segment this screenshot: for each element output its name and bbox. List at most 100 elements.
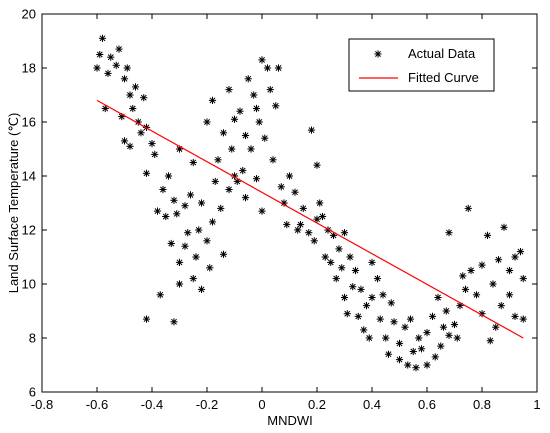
data-point	[126, 91, 134, 99]
data-point	[516, 248, 525, 256]
data-point	[192, 253, 200, 261]
data-point	[368, 293, 376, 302]
data-point	[431, 353, 439, 361]
data-point	[494, 256, 503, 264]
data-point	[486, 337, 494, 345]
data-point	[354, 312, 362, 320]
data-point	[225, 185, 233, 194]
data-point	[277, 183, 285, 191]
data-point	[283, 221, 291, 229]
data-point	[472, 291, 481, 299]
data-point	[307, 126, 316, 134]
data-point	[252, 104, 261, 113]
data-point	[368, 258, 376, 266]
data-point	[140, 94, 148, 102]
data-point	[104, 69, 112, 77]
data-point	[241, 131, 250, 140]
data-point	[173, 210, 181, 218]
data-point	[250, 91, 258, 99]
legend-actual-marker	[374, 50, 382, 58]
data-point	[423, 329, 431, 337]
data-point	[338, 264, 346, 272]
x-tick-label: 0	[258, 397, 265, 412]
y-tick-label: 18	[22, 61, 36, 76]
data-point	[505, 266, 514, 275]
data-point	[258, 207, 266, 215]
x-tick-label: 0.6	[418, 397, 436, 412]
x-tick-label: -0.4	[141, 397, 163, 412]
data-point	[412, 364, 420, 372]
data-point	[142, 169, 151, 177]
y-tick-label: 20	[22, 7, 36, 22]
x-tick-label: 0.8	[473, 397, 491, 412]
data-point	[208, 96, 217, 104]
data-point	[197, 285, 206, 293]
data-point	[120, 137, 129, 145]
data-point	[189, 158, 197, 167]
data-point	[195, 226, 203, 234]
data-point	[115, 45, 123, 53]
y-tick-label: 16	[22, 115, 36, 130]
data-point	[164, 172, 173, 180]
data-point	[167, 239, 175, 248]
x-tick-label: -0.6	[86, 397, 108, 412]
data-point	[272, 102, 280, 110]
data-point	[244, 75, 252, 83]
data-point	[365, 334, 373, 342]
data-point	[453, 334, 461, 342]
data-point	[395, 339, 404, 347]
data-point	[382, 334, 390, 342]
data-point	[206, 264, 214, 272]
y-tick-label: 14	[22, 169, 36, 184]
data-point	[230, 115, 239, 123]
data-point	[101, 104, 109, 113]
data-point	[437, 342, 445, 350]
data-point	[266, 86, 274, 94]
data-point	[360, 326, 368, 334]
data-point	[211, 177, 219, 185]
data-point	[439, 323, 448, 331]
data-point	[239, 167, 247, 175]
data-points	[93, 34, 527, 372]
data-point	[98, 34, 107, 42]
data-point	[153, 207, 162, 215]
data-point	[252, 175, 261, 183]
data-point	[294, 226, 302, 234]
fitted-curve	[96, 99, 524, 339]
data-point	[445, 229, 453, 237]
data-point	[225, 86, 233, 94]
data-point	[93, 64, 101, 72]
data-point	[417, 345, 426, 353]
data-point	[274, 64, 283, 72]
data-point	[445, 331, 453, 339]
data-point	[434, 293, 442, 302]
data-point	[340, 229, 349, 237]
data-point	[291, 188, 299, 196]
y-tick-label: 10	[22, 277, 36, 292]
data-point	[241, 194, 250, 202]
data-point	[159, 185, 167, 194]
data-point	[181, 202, 189, 210]
data-point	[258, 56, 266, 64]
data-point	[129, 104, 137, 113]
data-point	[175, 258, 184, 266]
data-point	[142, 315, 151, 323]
data-point	[313, 215, 321, 223]
plot-frame	[41, 13, 538, 393]
data-point	[310, 237, 318, 245]
y-tick-label: 8	[29, 331, 36, 346]
data-point	[299, 204, 307, 212]
data-point	[189, 275, 197, 283]
data-point	[313, 161, 321, 169]
data-point	[236, 107, 244, 115]
data-point	[184, 229, 192, 237]
data-point	[467, 266, 475, 275]
data-point	[186, 191, 195, 199]
data-point	[373, 275, 382, 283]
data-point	[335, 245, 343, 253]
x-tick-label: 0.2	[308, 397, 326, 412]
data-point	[511, 253, 519, 261]
data-point	[137, 129, 145, 137]
data-point	[123, 64, 131, 72]
